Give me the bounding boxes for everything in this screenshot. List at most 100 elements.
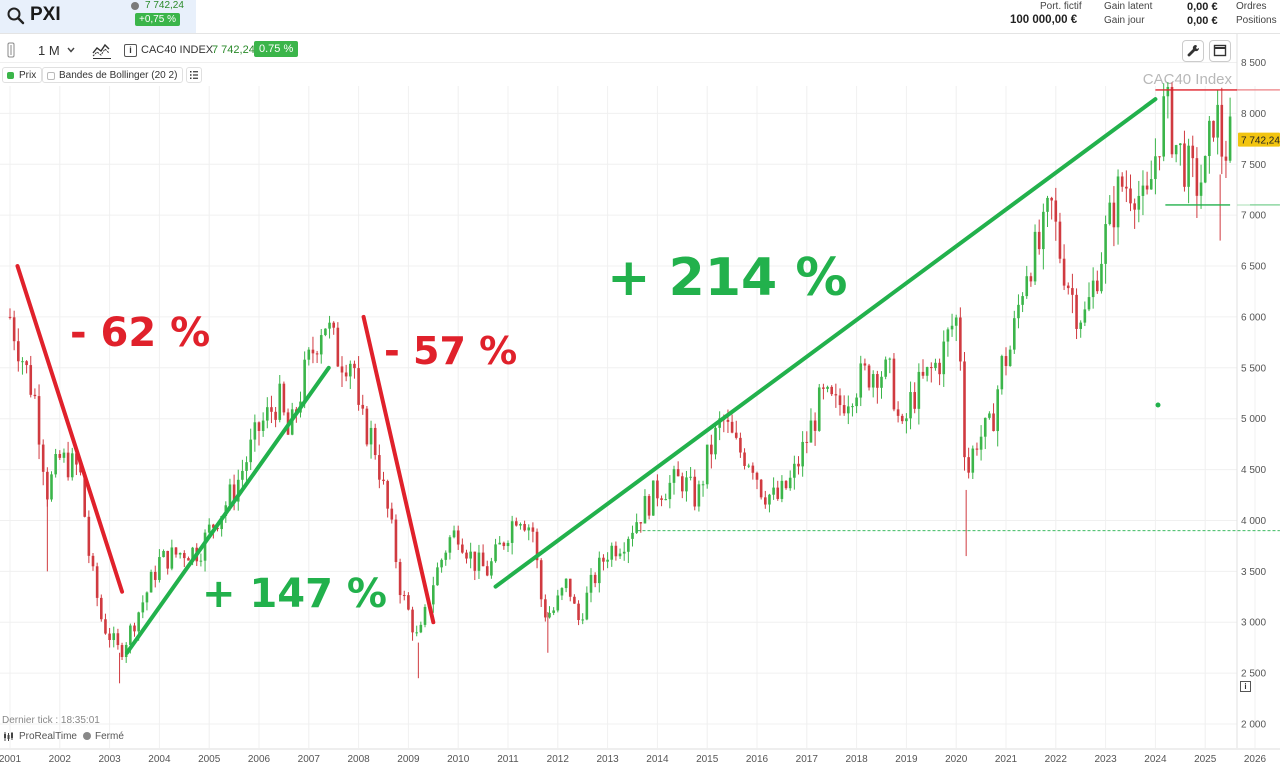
candle-body xyxy=(1195,158,1199,196)
candle-body xyxy=(685,477,688,492)
candle-body xyxy=(664,499,667,501)
candle-body xyxy=(764,497,767,505)
positions-link[interactable]: Positions xyxy=(1236,15,1277,26)
candle-body xyxy=(697,484,701,507)
y-tick-label: 4 500 xyxy=(1241,465,1266,476)
x-tick-label: 2026 xyxy=(1244,754,1267,765)
candle-body xyxy=(311,349,315,354)
candle-body xyxy=(1046,197,1049,212)
candle-body xyxy=(560,588,564,596)
candle-body xyxy=(689,476,692,478)
candle-body xyxy=(950,325,954,330)
chart-info-icon[interactable]: i xyxy=(1240,681,1251,692)
x-tick-label: 2014 xyxy=(646,754,669,765)
drag-handle-icon[interactable] xyxy=(7,42,15,58)
signal-dot xyxy=(1155,402,1161,408)
candle-body xyxy=(112,633,116,641)
candle-body xyxy=(598,557,601,584)
x-tick-label: 2021 xyxy=(995,754,1018,765)
ordres-link[interactable]: Ordres xyxy=(1236,1,1267,12)
trend-line xyxy=(361,314,436,625)
candle-body xyxy=(552,610,555,613)
candle-body xyxy=(369,427,373,445)
candle-body xyxy=(527,527,531,531)
candle-body xyxy=(934,362,937,369)
candle-body xyxy=(398,562,402,596)
x-tick-label: 2019 xyxy=(895,754,918,765)
candle-body xyxy=(91,555,95,567)
candle-body xyxy=(41,444,45,472)
header-price: 7 742,24 xyxy=(145,0,184,11)
trend-line xyxy=(493,97,1158,589)
candle-body xyxy=(336,327,340,367)
candle-body xyxy=(1125,186,1128,189)
brand-text: ProRealTime xyxy=(19,731,77,742)
candle-body xyxy=(805,441,809,443)
candle-body xyxy=(490,561,493,576)
candle-body xyxy=(386,481,389,509)
candle-body xyxy=(141,602,145,613)
candle-body xyxy=(236,479,240,502)
candle-body xyxy=(519,523,522,526)
candle-body xyxy=(133,625,136,632)
legend-bollinger-label: Bandes de Bollinger (20 2) xyxy=(59,70,178,81)
chart-type-icon[interactable] xyxy=(92,40,112,60)
annotation-label: - 62 % xyxy=(70,310,210,356)
x-tick-label: 2006 xyxy=(248,754,271,765)
x-tick-label: 2025 xyxy=(1194,754,1217,765)
candle-body xyxy=(382,479,385,482)
symbol-text[interactable]: PXI xyxy=(30,4,61,25)
candle-body xyxy=(959,317,962,362)
list-icon xyxy=(190,71,198,79)
annotation-label: + 147 % xyxy=(202,571,387,617)
last-price-label: 7 742,24 xyxy=(1241,136,1280,147)
candle-body xyxy=(282,383,286,413)
search-icon[interactable] xyxy=(6,6,26,26)
candle-body xyxy=(137,612,140,632)
candle-body xyxy=(755,472,759,480)
candle-body xyxy=(523,523,526,531)
info-icon[interactable]: i xyxy=(124,44,137,57)
window-icon xyxy=(1213,44,1227,57)
x-tick-label: 2016 xyxy=(746,754,769,765)
candle-body xyxy=(203,532,207,561)
candle-body xyxy=(232,484,236,502)
x-tick-label: 2011 xyxy=(497,754,519,765)
legend-list-button[interactable] xyxy=(186,67,202,83)
candle-body xyxy=(643,496,647,524)
legend-price[interactable]: Prix xyxy=(2,67,43,83)
candle-body xyxy=(730,421,734,433)
candle-body xyxy=(647,496,651,516)
y-tick-label: 7 000 xyxy=(1241,211,1266,222)
window-button[interactable] xyxy=(1209,40,1231,62)
gain-jour-value: 0,00 € xyxy=(1187,15,1218,27)
candle-body xyxy=(656,480,659,499)
candle-body xyxy=(747,465,750,467)
candle-body xyxy=(531,527,535,532)
candle-body xyxy=(759,479,763,498)
legend-bollinger[interactable]: Bandes de Bollinger (20 2) xyxy=(42,67,184,83)
chevron-down-icon[interactable] xyxy=(67,47,75,53)
x-tick-label: 2008 xyxy=(347,754,370,765)
candle-body xyxy=(373,427,377,456)
candle-body xyxy=(353,363,356,369)
symbol-search-box[interactable]: PXI 7 742,24 +0,75 % xyxy=(0,0,196,33)
market-status-text: Fermé xyxy=(95,731,124,742)
x-tick-label: 2020 xyxy=(945,754,968,765)
timeframe-select[interactable]: 1 M xyxy=(28,41,80,61)
settings-button[interactable] xyxy=(1182,40,1204,62)
candle-body xyxy=(415,632,418,634)
gain-latent-label: Gain latent xyxy=(1104,1,1153,12)
candle-body xyxy=(473,551,477,571)
portfolio-label: Port. fictif xyxy=(1040,1,1082,12)
candle-body xyxy=(278,383,282,420)
candle-body xyxy=(452,530,456,538)
candle-body xyxy=(983,417,987,437)
candle-body xyxy=(216,527,219,530)
candle-body xyxy=(502,542,506,547)
candle-body xyxy=(1129,188,1132,204)
candle-body xyxy=(1071,288,1074,295)
candle-body xyxy=(942,341,946,375)
x-tick-label: 2013 xyxy=(596,754,619,765)
